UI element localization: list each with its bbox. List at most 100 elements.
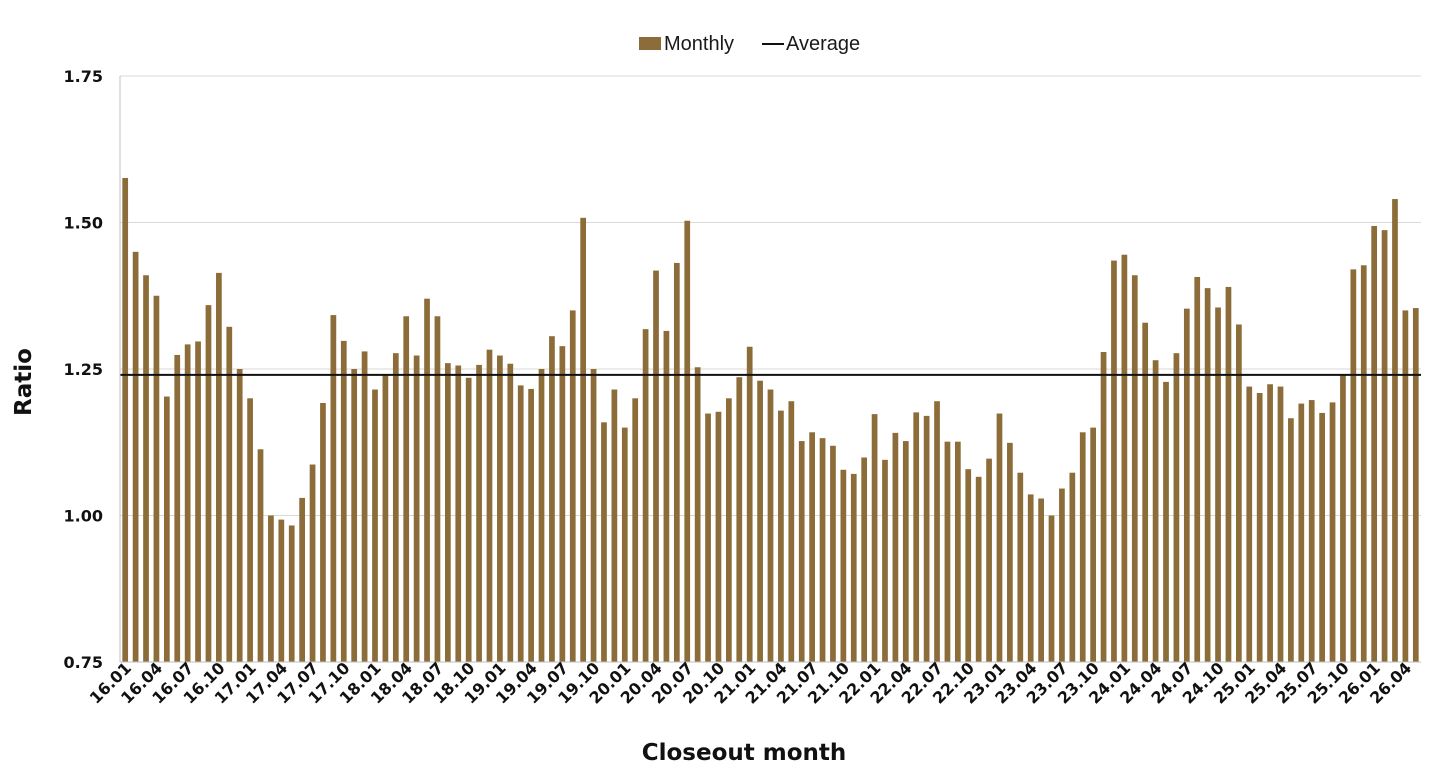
bar <box>497 355 503 662</box>
bar <box>351 369 358 662</box>
bar <box>653 270 659 662</box>
bar <box>975 476 982 662</box>
bar <box>288 525 295 662</box>
bar <box>715 411 722 662</box>
y-axis: 0.75 1.00 1.25 1.50 1.75 <box>64 67 1421 672</box>
bar <box>538 369 545 662</box>
bar <box>340 340 347 662</box>
bar <box>268 515 274 662</box>
bar <box>122 177 129 663</box>
bar <box>174 354 181 662</box>
bar <box>1173 353 1180 662</box>
bar <box>621 427 628 662</box>
bar <box>757 380 763 662</box>
bar <box>278 519 285 662</box>
bar <box>840 469 847 662</box>
bar <box>830 445 836 662</box>
bar <box>1121 254 1128 663</box>
bar <box>642 329 649 662</box>
bar <box>382 374 389 662</box>
bar <box>694 367 701 662</box>
bar <box>1048 515 1055 662</box>
x-axis: 16.0116.0416.0716.1017.0117.0417.0717.10… <box>86 658 1415 707</box>
bar <box>309 464 316 662</box>
bar <box>299 497 306 662</box>
bar <box>767 389 774 662</box>
bar <box>871 414 878 662</box>
bar <box>882 459 888 662</box>
bar <box>413 355 420 662</box>
bar <box>1246 386 1253 662</box>
bar <box>434 316 441 662</box>
bar <box>1142 322 1149 662</box>
bar <box>1090 427 1097 662</box>
bar <box>819 438 826 662</box>
bar <box>226 326 233 662</box>
bar <box>486 349 493 662</box>
bar <box>850 473 857 662</box>
bar <box>954 441 961 662</box>
bar <box>517 385 524 662</box>
bar <box>216 272 222 662</box>
bar <box>559 346 566 662</box>
bar <box>944 441 951 662</box>
bar <box>153 295 160 662</box>
y-axis-title: Ratio <box>11 348 37 416</box>
bar <box>809 432 815 662</box>
legend-label-monthly: Monthly <box>664 33 734 55</box>
bar <box>549 336 555 662</box>
bar <box>236 369 243 662</box>
bar <box>1288 418 1294 662</box>
bar <box>1079 432 1086 662</box>
bar <box>1100 352 1107 662</box>
bar <box>257 449 264 662</box>
bar <box>1194 276 1201 662</box>
bar <box>1340 374 1346 662</box>
bar <box>1360 265 1367 662</box>
bar <box>528 388 534 662</box>
y-tick-label: 1.75 <box>64 67 103 86</box>
bar <box>1007 442 1013 662</box>
bar <box>996 413 1003 662</box>
bar <box>247 398 253 662</box>
y-tick-label: 0.75 <box>64 653 103 672</box>
bar <box>1163 381 1169 662</box>
bar <box>465 377 472 662</box>
bar <box>788 401 795 662</box>
bar <box>1111 260 1117 662</box>
bar <box>778 410 784 662</box>
bar-series-monthly <box>122 177 1419 663</box>
bar <box>798 441 805 662</box>
bar <box>1059 488 1065 662</box>
bar <box>632 398 639 662</box>
bar <box>205 305 212 662</box>
bar <box>1235 324 1242 662</box>
bar <box>330 315 337 662</box>
legend-label-average: Average <box>786 33 860 55</box>
bar <box>1215 307 1221 662</box>
bar <box>163 396 170 662</box>
bar <box>403 316 410 662</box>
bar <box>184 344 191 662</box>
bar <box>601 422 607 662</box>
bar <box>986 458 992 662</box>
bar <box>965 469 972 662</box>
bar <box>507 363 514 662</box>
bar <box>320 402 326 662</box>
legend: Monthly Average <box>639 33 860 55</box>
bar <box>736 377 743 662</box>
bar <box>1027 494 1034 662</box>
bar <box>1402 310 1409 662</box>
bar <box>1152 360 1159 662</box>
y-tick-label: 1.00 <box>64 507 103 526</box>
bar <box>1412 308 1419 662</box>
bar <box>1267 384 1273 662</box>
bar <box>361 351 368 662</box>
bar <box>902 441 909 662</box>
bar <box>1256 393 1263 662</box>
bar <box>143 275 149 662</box>
bar <box>132 251 139 663</box>
bar <box>1298 403 1305 662</box>
bar <box>569 310 576 662</box>
bar <box>1329 402 1336 662</box>
